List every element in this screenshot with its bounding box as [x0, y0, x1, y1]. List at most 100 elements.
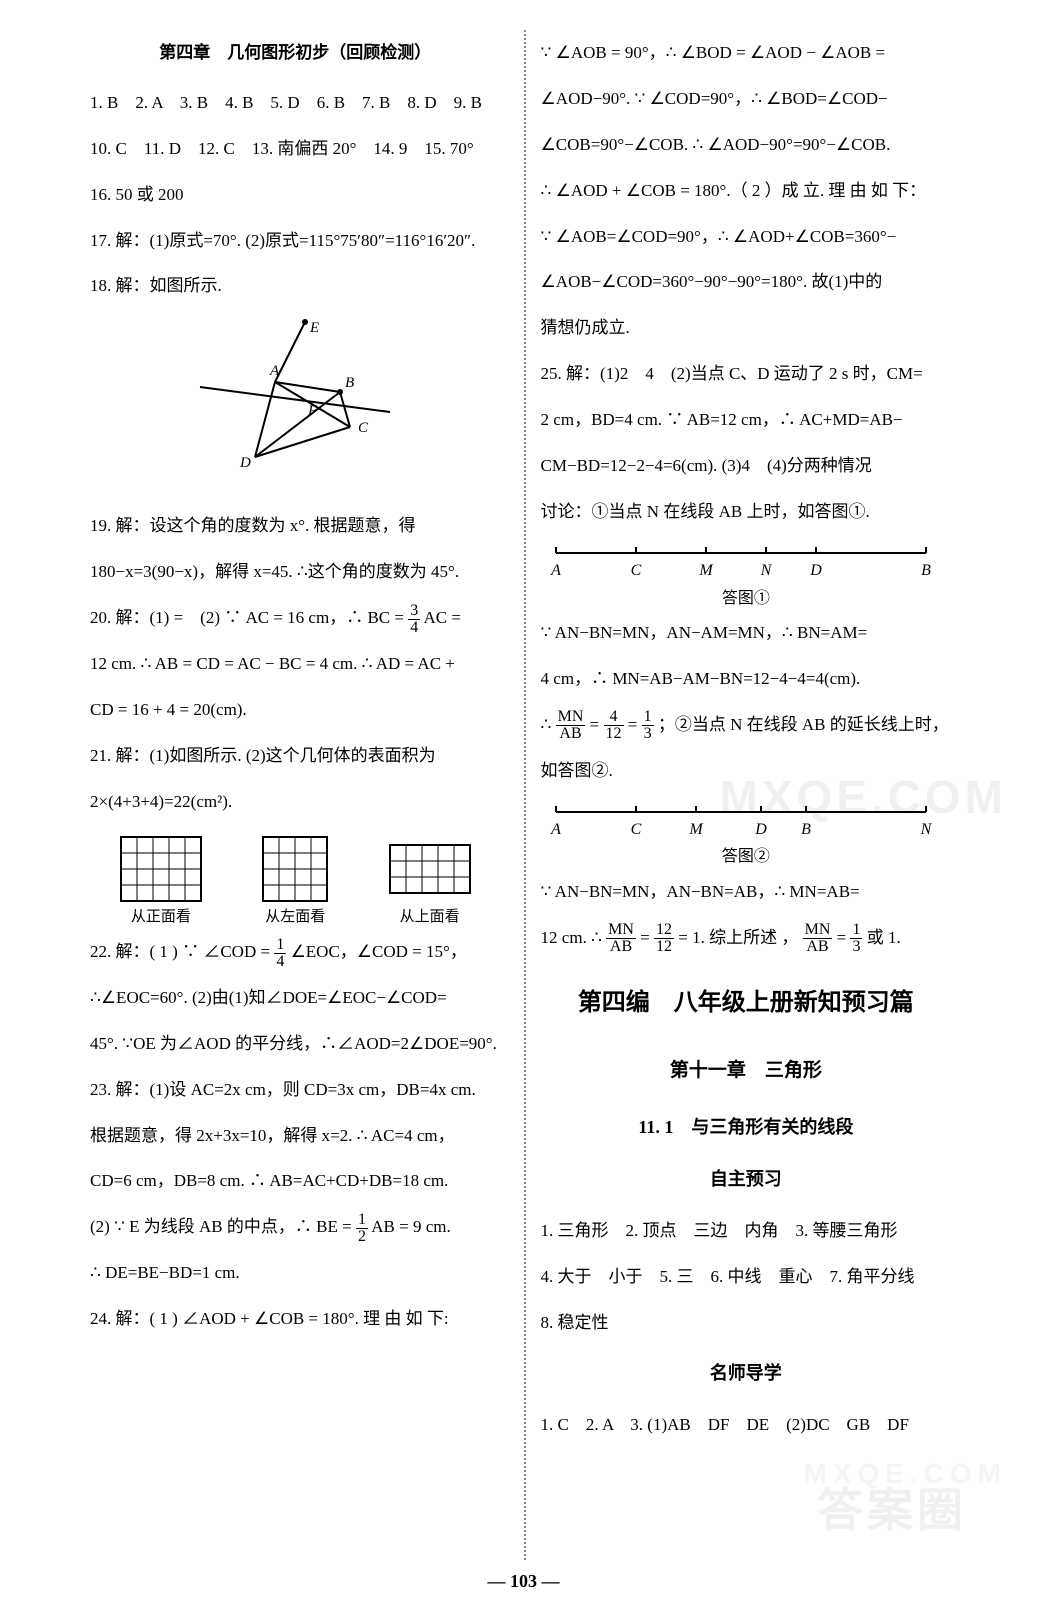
q22-line2: ∴∠EOC=60°. (2)由(1)知∠DOE=∠EOC−∠COD= — [90, 975, 501, 1021]
sec111-title: 11. 1 与三角形有关的线段 — [541, 1103, 952, 1152]
q25d: 讨论：①当点 N 在线段 AB 上时，如答图①. — [541, 489, 952, 535]
q22b: ∠EOC，∠COD = 15°， — [291, 942, 467, 961]
q25g-d: ；②当点 N 在线段 AB 的延长线上时， — [658, 715, 949, 734]
q25j-b: = — [640, 928, 654, 947]
q25g-c: = — [628, 715, 642, 734]
svg-text:N: N — [919, 821, 932, 838]
q24: 24. 解：( 1 ) ∠AOD + ∠COB = 180°. 理 由 如 下: — [90, 1296, 501, 1342]
svg-text:A: A — [269, 363, 280, 379]
zizhu-title: 自主预习 — [541, 1155, 952, 1204]
column-divider — [524, 30, 526, 1560]
top-label: 从上面看 — [387, 906, 472, 929]
three-views: 从正面看 从左面看 从上面看 — [90, 834, 501, 929]
q22a: 22. 解：( 1 ) ∵ ∠COD = — [90, 942, 274, 961]
q20-line3: CD = 16 + 4 = 20(cm). — [90, 687, 501, 733]
q25e: ∵ AN−BN=MN，AN−AM=MN，∴ BN=AM= — [541, 610, 952, 656]
q20-frac: 34 — [408, 603, 420, 636]
frac-12-12: 1212 — [654, 922, 674, 955]
answers-row-3: 16. 50 或 200 — [90, 172, 501, 218]
q20-line2: 12 cm. ∴ AB = CD = AC − BC = 4 cm. ∴ AD … — [90, 641, 501, 687]
svg-text:M: M — [698, 562, 714, 579]
q22-line1: 22. 解：( 1 ) ∵ ∠COD = 14 ∠EOC，∠COD = 15°， — [90, 929, 501, 975]
zz2: 4. 大于 小于 5. 三 6. 中线 重心 7. 角平分线 — [541, 1254, 952, 1300]
q22-line3: 45°. ∵OE 为∠AOD 的平分线，∴∠AOD=2∠DOE=90°. — [90, 1021, 501, 1067]
zz1: 1. 三角形 2. 顶点 三边 内角 3. 等腰三角形 — [541, 1208, 952, 1254]
q23d: (2) ∵ E 为线段 AB 的中点，∴ BE = 12 AB = 9 cm. — [90, 1204, 501, 1250]
q25i: ∵ AN−BN=MN，AN−BN=AB，∴ MN=AB= — [541, 869, 952, 915]
q25j: 12 cm. ∴ MNAB = 1212 = 1. 综上所述 ， MNAB = … — [541, 915, 952, 961]
q23d-a: (2) ∵ E 为线段 AB 的中点，∴ BE = — [90, 1217, 356, 1236]
p24c: ∠COB=90°−∠COB. ∴ ∠AOD−90°=90°−∠COB. — [541, 122, 952, 168]
ch11-title: 第十一章 三角形 — [541, 1045, 952, 1096]
q20-line1: 20. 解：(1) = (2) ∵ AC = 16 cm，∴ BC = 34 A… — [90, 595, 501, 641]
svg-text:D: D — [239, 455, 251, 471]
svg-text:F: F — [307, 403, 318, 419]
answers-row-2: 10. C 11. D 12. C 13. 南偏西 20° 14. 9 15. … — [90, 126, 501, 172]
page-number: — 103 — — [0, 1571, 1047, 1592]
svg-text:A: A — [550, 821, 561, 838]
top-view: 从上面看 — [387, 834, 472, 929]
q23a: 23. 解：(1)设 AC=2x cm，则 CD=3x cm，DB=4x cm. — [90, 1067, 501, 1113]
frac-1-3a: 13 — [642, 709, 654, 742]
svg-text:E: E — [309, 320, 319, 336]
q20b: AC = — [424, 608, 461, 627]
q25g: ∴ MNAB = 412 = 13 ；②当点 N 在线段 AB 的延长线上时， — [541, 702, 952, 748]
page-number-value: 103 — [510, 1571, 537, 1591]
right-column: ∵ ∠AOB = 90°，∴ ∠BOD = ∠AOD − ∠AOB = ∠AOD… — [521, 30, 952, 1580]
q25a: 25. 解：(1)2 4 (2)当点 C、D 运动了 2 s 时，CM= — [541, 351, 952, 397]
svg-text:B: B — [801, 821, 811, 838]
q19: 19. 解：设这个角的度数为 x°. 根据题意，得 180−x=3(90−x)，… — [90, 503, 501, 595]
q25b: 2 cm，BD=4 cm. ∵ AB=12 cm，∴ AC+MD=AB− — [541, 397, 952, 443]
frac-mn-ab-3: MNAB — [803, 922, 833, 955]
q22-frac: 14 — [274, 937, 286, 970]
frac-mn-ab-1: MNAB — [556, 709, 586, 742]
q25g-a: ∴ — [541, 715, 556, 734]
q23d-b: AB = 9 cm. — [371, 1217, 450, 1236]
q25j-e: 或 1. — [867, 928, 901, 947]
q23e: ∴ DE=BE−BD=1 cm. — [90, 1250, 501, 1296]
zz3: 8. 稳定性 — [541, 1300, 952, 1346]
q18-figure: E A B C D F — [90, 317, 501, 495]
numline1-caption: 答图① — [541, 588, 952, 610]
svg-text:C: C — [630, 821, 641, 838]
q18: 18. 解：如图所示. — [90, 263, 501, 309]
p24a: ∵ ∠AOB = 90°，∴ ∠BOD = ∠AOD − ∠AOB = — [541, 30, 952, 76]
svg-text:B: B — [921, 562, 931, 579]
q25j-d: = — [837, 928, 851, 947]
number-line-2: ACMDBN — [541, 800, 952, 847]
answers-row-1: 1. B 2. A 3. B 4. B 5. D 6. B 7. B 8. D … — [90, 80, 501, 126]
mingshi-title: 名师导学 — [541, 1349, 952, 1398]
q23b: 根据题意，得 2x+3x=10，解得 x=2. ∴ AC=4 cm， — [90, 1113, 501, 1159]
svg-text:A: A — [550, 562, 561, 579]
left-label: 从左面看 — [260, 906, 330, 929]
p24g: 猜想仍成立. — [541, 305, 952, 351]
p24f: ∠AOB−∠COD=360°−90°−90°=180°. 故(1)中的 — [541, 259, 952, 305]
ms1: 1. C 2. A 3. (1)AB DF DE (2)DC GB DF — [541, 1402, 952, 1448]
frac-4-12: 412 — [604, 709, 624, 742]
left-column: 第四章 几何图形初步（回顾检测） 1. B 2. A 3. B 4. B 5. … — [90, 30, 521, 1580]
q23c: CD=6 cm，DB=8 cm. ∴ AB=AC+CD+DB=18 cm. — [90, 1158, 501, 1204]
left-view: 从左面看 — [260, 834, 330, 929]
q25j-c: = 1. 综上所述 ， — [678, 928, 798, 947]
numline2-caption: 答图② — [541, 846, 952, 868]
q23-frac: 12 — [356, 1212, 368, 1245]
q25h: 如答图②. — [541, 748, 952, 794]
chapter-title: 第四章 几何图形初步（回顾检测） — [90, 30, 501, 76]
q25f: 4 cm，∴ MN=AB−AM−BN=12−4−4=4(cm). — [541, 656, 952, 702]
q20a: 20. 解：(1) = (2) ∵ AC = 16 cm，∴ BC = — [90, 608, 408, 627]
q25j-a: 12 cm. ∴ — [541, 928, 607, 947]
svg-text:N: N — [759, 562, 772, 579]
q25c: CM−BD=12−2−4=6(cm). (3)4 (4)分两种情况 — [541, 443, 952, 489]
svg-text:C: C — [358, 420, 369, 436]
p24e: ∵ ∠AOB=∠COD=90°，∴ ∠AOD+∠COB=360°− — [541, 214, 952, 260]
p24b: ∠AOD−90°. ∵ ∠COD=90°，∴ ∠BOD=∠COD− — [541, 76, 952, 122]
part4-title: 第四编 八年级上册新知预习篇 — [541, 971, 952, 1036]
svg-text:D: D — [754, 821, 767, 838]
svg-text:M: M — [688, 821, 704, 838]
q17: 17. 解：(1)原式=70°. (2)原式=115°75′80″=116°16… — [90, 218, 501, 264]
front-view: 从正面看 — [118, 834, 203, 929]
svg-text:D: D — [809, 562, 822, 579]
q25g-b: = — [590, 715, 604, 734]
frac-mn-ab-2: MNAB — [606, 922, 636, 955]
p24d: ∴ ∠AOD + ∠COB = 180°.（ 2 ）成 立. 理 由 如 下： — [541, 168, 952, 214]
